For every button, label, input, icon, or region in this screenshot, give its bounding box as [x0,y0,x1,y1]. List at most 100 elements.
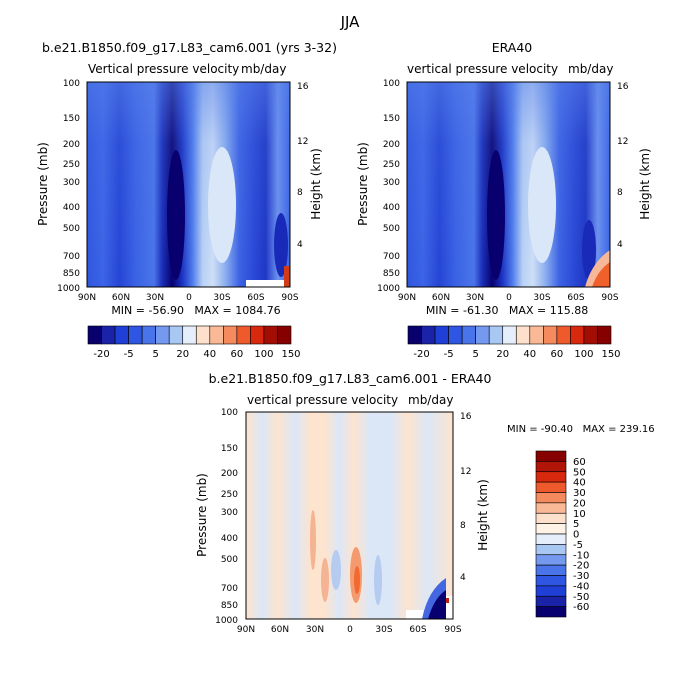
panel-diff-y2label: Height (km) [476,479,490,550]
panel-diff-x-ticks: 90N 60N 30N 0 30S 60S 90S [237,625,462,635]
y-tick-label: 1000 [215,616,238,626]
x-tick-label: 90S [444,625,461,635]
x-tick-label: 0 [347,625,353,635]
x-tick-label: 30S [213,293,230,303]
colorbar-label: -5 [124,349,134,360]
x-tick-label: 60S [567,293,584,303]
colorbar-label: 50 [573,467,586,478]
panel-model-x-ticks: 90N 60N 30N 0 30S 60S 90S [78,293,299,303]
colorbar-swatch [535,575,567,587]
y-tick-label: 150 [383,114,400,124]
x-tick-label: 60N [432,293,450,303]
colorbar-swatch [448,325,463,345]
colorbar-label: -5 [444,349,454,360]
y-tick-label: 700 [221,584,238,594]
colorbar-label: -50 [573,592,589,603]
x-tick-label: 60S [247,293,264,303]
y2-tick-label: 12 [297,137,308,147]
panel-diff-ylabel: Pressure (mb) [195,473,209,557]
panel-obs-colorbar: -20 -5 5 20 40 60 100 150 [407,325,621,360]
x-tick-label: 90N [398,293,416,303]
panel-model-y2label: Height (km) [309,148,323,219]
y2-tick-label: 12 [460,467,471,477]
y-tick-label: 300 [221,508,238,518]
colorbar-label: -60 [573,602,589,613]
colorbar-label: 40 [573,478,586,489]
y-tick-label: 100 [383,79,400,89]
panel-diff-header: b.e21.B1850.f09_g17.L83_cam6.001 - ERA40 [209,371,492,386]
colorbar-label: 40 [203,349,216,360]
y-tick-label: 250 [383,160,400,170]
colorbar-swatch [535,533,567,545]
y-tick-label: 400 [383,203,400,213]
colorbar-swatch [223,325,238,345]
y-tick-label: 300 [383,178,400,188]
x-tick-label: 30S [533,293,550,303]
colorbar-label: 40 [523,349,536,360]
colorbar-swatch [535,461,567,473]
panel-obs-ylabel: Pressure (mb) [356,142,370,226]
colorbar-label: 20 [573,498,586,509]
colorbar-label: 60 [230,349,243,360]
colorbar-swatch [535,544,567,556]
y-tick-label: 200 [383,140,400,150]
y-tick-label: 100 [221,408,238,418]
colorbar-label: 5 [573,519,579,530]
colorbar-swatch [515,325,531,345]
x-tick-label: 90N [237,625,255,635]
panel-model-y-ticks: 100 150 200 250 300 400 500 700 850 1000 [57,79,80,294]
panel-model-units: mb/day [241,62,286,76]
colorbar-swatch [583,325,598,345]
panel-obs-y2-ticks: 16 12 8 4 [617,82,629,250]
colorbar-label: 30 [573,488,586,499]
colorbar-label: 150 [281,349,300,360]
colorbar-swatch [502,325,517,345]
colorbar-swatch [421,325,436,345]
panel-obs-y2label: Height (km) [638,148,652,219]
colorbar-swatch [407,325,422,345]
panel-model-field [87,82,290,287]
panel-model: b.e21.B1850.f09_g17.L83_cam6.001 (yrs 3-… [36,40,337,360]
x-tick-label: 0 [506,293,512,303]
y-tick-label: 100 [63,79,80,89]
panel-model-ylabel: Pressure (mb) [36,142,50,226]
colorbar-swatch [250,325,265,345]
colorbar-label: -10 [573,550,589,561]
colorbar-swatch [535,471,567,483]
colorbar-swatch [263,325,278,345]
colorbar-swatch [155,325,170,345]
colorbar-swatch [535,450,567,462]
y-tick-label: 150 [221,444,238,454]
colorbar-swatch [488,325,504,345]
y2-tick-label: 12 [617,137,628,147]
colorbar-label: -5 [573,540,583,551]
panel-obs: ERA40 vertical pressure velocity mb/day … [356,40,652,360]
colorbar-label: 60 [550,349,563,360]
colorbar-label: 5 [152,349,158,360]
x-tick-label: 30N [306,625,324,635]
colorbar-swatch [535,502,567,514]
colorbar-swatch [277,325,292,345]
y-tick-label: 500 [383,224,400,234]
y-tick-label: 1000 [57,284,80,294]
colorbar-swatch [543,325,558,345]
panel-diff-units: mb/day [408,393,453,407]
colorbar-label: 20 [496,349,509,360]
x-tick-label: 0 [186,293,192,303]
y-tick-label: 850 [221,601,238,611]
colorbar-swatch [168,325,184,345]
colorbar-swatch [434,325,449,345]
colorbar-label: 100 [574,349,593,360]
y-tick-label: 150 [63,114,80,124]
y2-tick-label: 16 [460,412,472,422]
panel-obs-stats: MIN = -61.30 MAX = 115.88 [426,304,588,317]
colorbar-swatch [461,325,476,345]
panel-diff-y-ticks: 100 150 200 250 300 400 500 700 850 1000 [215,408,238,626]
colorbar-label: -40 [573,581,589,592]
y-tick-label: 500 [63,224,80,234]
colorbar-label: 60 [573,457,586,468]
y-tick-label: 400 [221,534,238,544]
y-tick-label: 700 [63,252,80,262]
colorbar-swatch [556,325,571,345]
